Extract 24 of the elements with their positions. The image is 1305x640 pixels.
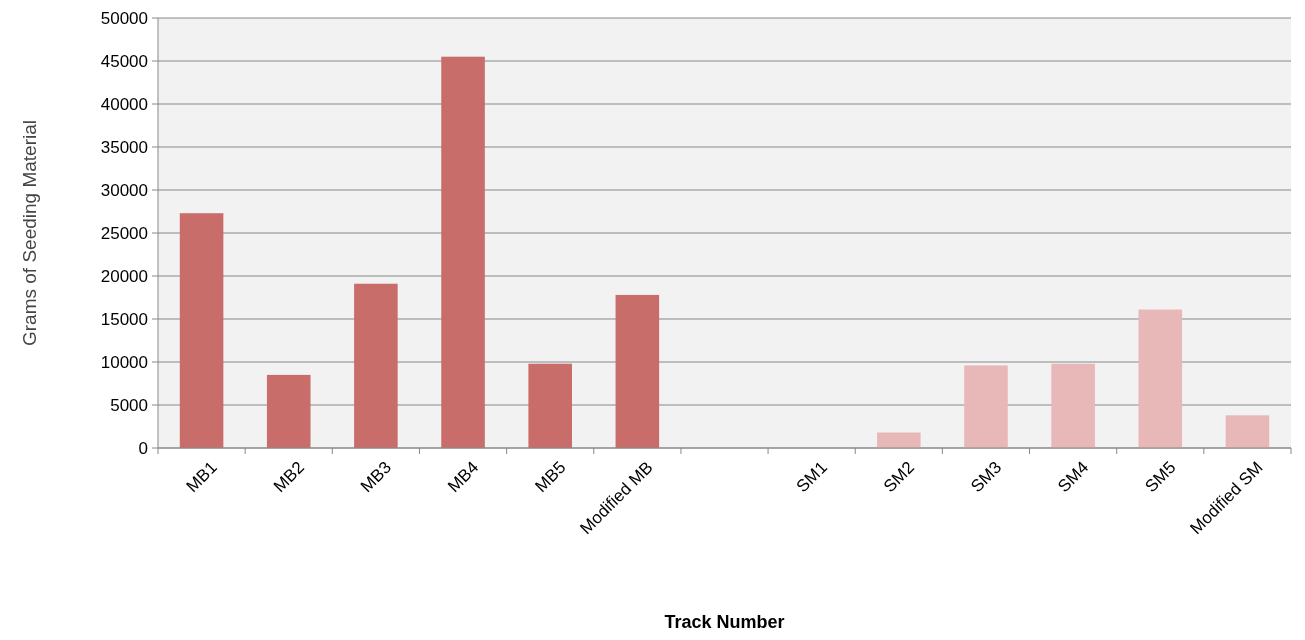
bar	[179, 213, 224, 448]
y-tick-label: 15000	[100, 309, 148, 329]
x-axis-title: Track Number	[664, 612, 785, 632]
y-tick-label: 35000	[100, 137, 148, 157]
bar	[441, 56, 485, 448]
y-tick-label: 40000	[100, 94, 148, 114]
y-tick-label: 45000	[100, 51, 148, 71]
bar	[1138, 309, 1183, 448]
bar	[964, 365, 1008, 448]
y-tick-label: 50000	[100, 8, 148, 28]
bar	[1051, 363, 1095, 448]
y-tick-label: 30000	[100, 180, 148, 200]
bar	[528, 363, 572, 448]
y-axis-title: Grams of Seeding Material	[19, 120, 40, 346]
y-tick-label: 5000	[110, 395, 148, 415]
y-tick-label: 25000	[100, 223, 148, 243]
bar	[1225, 415, 1270, 448]
bar	[877, 432, 921, 448]
y-tick-label: 10000	[100, 352, 148, 372]
bar	[615, 294, 660, 448]
y-tick-label: 20000	[100, 266, 148, 286]
y-tick-label: 0	[138, 438, 148, 458]
bar	[354, 283, 398, 448]
bar	[266, 374, 311, 448]
